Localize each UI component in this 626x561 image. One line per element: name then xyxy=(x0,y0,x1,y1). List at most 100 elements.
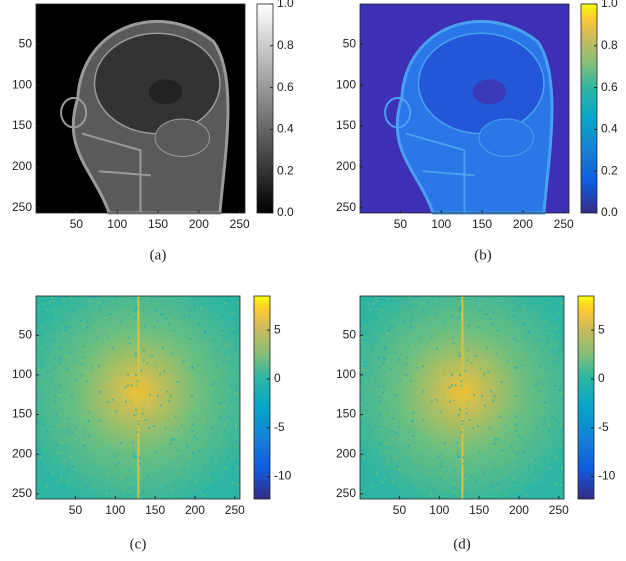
noise xyxy=(167,341,169,343)
noise xyxy=(414,334,416,336)
noise xyxy=(362,448,364,450)
y-tick-label: 50 xyxy=(19,327,33,341)
noise xyxy=(512,464,514,466)
noise xyxy=(474,438,476,440)
noise xyxy=(510,402,512,404)
noise xyxy=(133,456,135,458)
noise xyxy=(58,328,60,330)
noise xyxy=(387,460,389,462)
noise xyxy=(500,323,502,325)
noise xyxy=(81,374,83,376)
noise xyxy=(137,478,139,480)
noise xyxy=(83,346,85,348)
noise xyxy=(422,365,424,367)
noise xyxy=(217,349,219,351)
noise xyxy=(91,372,93,374)
noise xyxy=(115,410,117,412)
noise xyxy=(543,457,545,459)
noise xyxy=(541,349,543,351)
noise xyxy=(92,386,94,388)
noise xyxy=(361,337,363,339)
noise xyxy=(173,351,175,353)
noise xyxy=(198,367,200,369)
noise xyxy=(221,335,223,337)
noise xyxy=(162,347,164,349)
noise xyxy=(170,395,172,397)
colorbar-tick-label: 0.0 xyxy=(601,205,618,219)
noise xyxy=(487,463,489,465)
noise xyxy=(536,406,538,408)
noise xyxy=(516,424,518,426)
noise xyxy=(523,450,525,452)
noise xyxy=(385,320,387,322)
noise xyxy=(502,409,504,411)
noise xyxy=(201,335,203,337)
noise xyxy=(461,478,463,480)
noise xyxy=(433,488,435,490)
noise xyxy=(546,330,548,332)
noise xyxy=(545,335,547,337)
noise xyxy=(457,313,459,315)
noise xyxy=(449,401,451,403)
noise xyxy=(490,391,492,393)
y-tick-label: 50 xyxy=(343,327,357,341)
noise xyxy=(467,359,469,361)
x-tick-label: 200 xyxy=(513,217,533,231)
noise xyxy=(133,370,135,372)
noise xyxy=(375,297,377,299)
noise xyxy=(561,302,563,304)
noise xyxy=(556,313,558,315)
noise xyxy=(382,356,384,358)
noise xyxy=(54,367,56,369)
noise xyxy=(130,327,132,329)
noise xyxy=(460,306,462,308)
noise xyxy=(82,321,84,323)
noise xyxy=(54,357,56,359)
noise xyxy=(546,331,548,333)
x-tick-label: 50 xyxy=(393,503,407,517)
noise xyxy=(55,414,57,416)
noise xyxy=(458,414,460,416)
noise xyxy=(361,342,363,344)
noise xyxy=(153,425,155,427)
noise xyxy=(202,373,204,375)
noise xyxy=(558,389,560,391)
noise xyxy=(131,487,133,489)
noise xyxy=(519,439,521,441)
noise xyxy=(121,478,123,480)
noise xyxy=(130,347,132,349)
noise xyxy=(406,410,408,412)
x-tick-label: 150 xyxy=(472,217,492,231)
caption: (d) xyxy=(453,536,471,552)
noise xyxy=(83,431,85,433)
noise xyxy=(526,494,528,496)
noise xyxy=(539,365,541,367)
noise xyxy=(65,345,67,347)
noise xyxy=(188,301,190,303)
noise xyxy=(207,458,209,460)
noise xyxy=(50,380,52,382)
noise xyxy=(175,416,177,418)
noise xyxy=(558,370,560,372)
noise xyxy=(108,428,110,430)
x-tick-label: 200 xyxy=(185,503,205,517)
noise xyxy=(136,385,138,387)
noise xyxy=(155,365,157,367)
colorbar-tick-label: 0.0 xyxy=(277,205,294,219)
colorbar-tick-label: -5 xyxy=(598,420,609,434)
noise xyxy=(381,299,383,301)
noise xyxy=(155,451,157,453)
noise xyxy=(139,312,141,314)
noise xyxy=(518,435,520,437)
noise xyxy=(39,456,41,458)
noise xyxy=(195,394,197,396)
x-tick-label: 100 xyxy=(431,217,451,231)
noise xyxy=(493,400,495,402)
noise xyxy=(190,391,192,393)
noise xyxy=(215,391,217,393)
noise xyxy=(364,494,366,496)
noise xyxy=(385,374,387,376)
noise xyxy=(373,302,375,304)
noise xyxy=(561,467,563,469)
y-tick-label: 250 xyxy=(336,486,356,500)
